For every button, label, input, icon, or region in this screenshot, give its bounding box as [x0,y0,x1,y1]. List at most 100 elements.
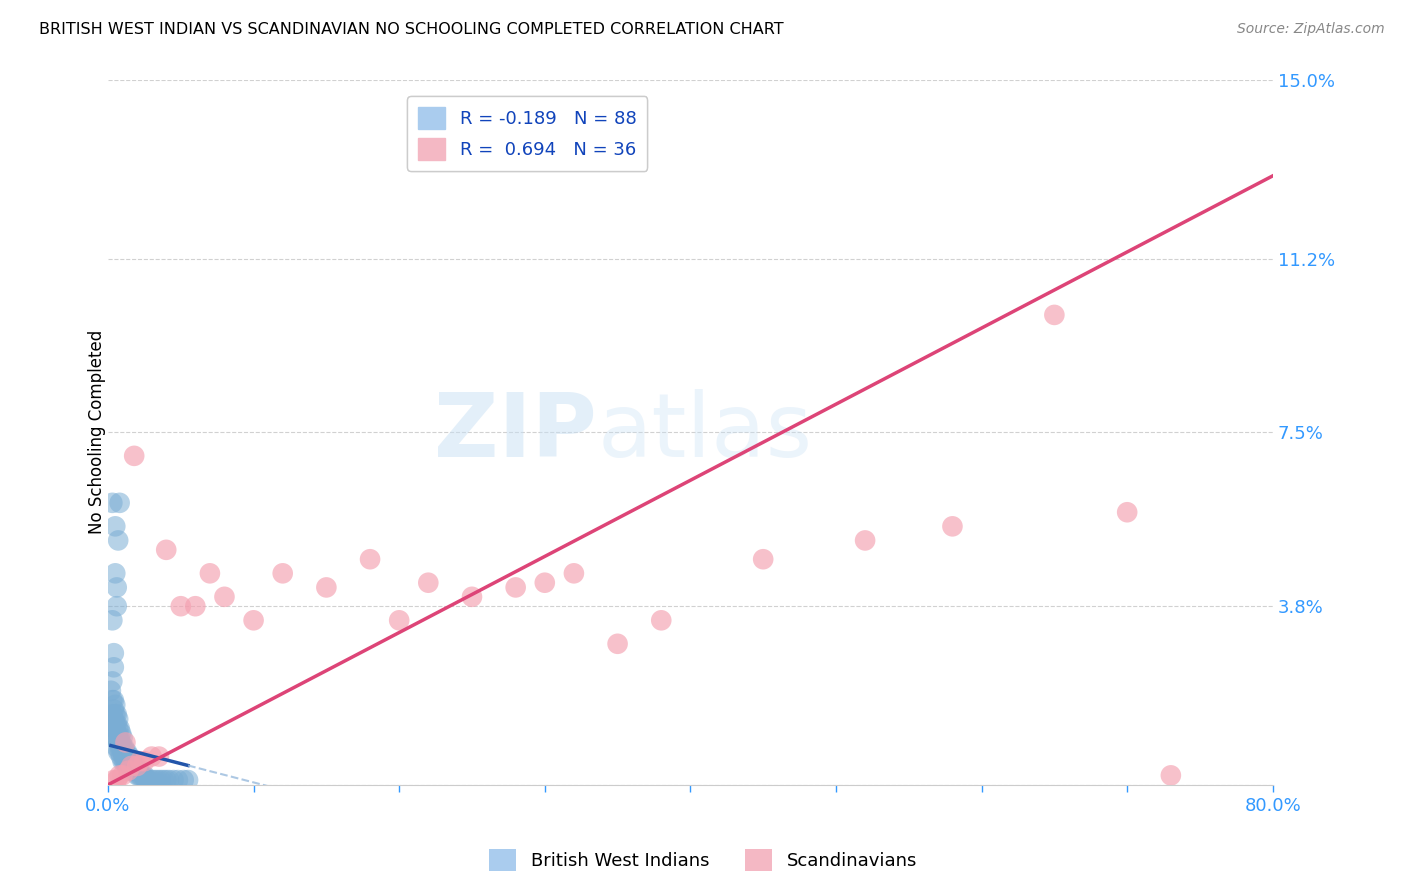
Point [121,764,143,778]
Point [118,749,141,764]
Legend: R = -0.189   N = 88, R =  0.694   N = 36: R = -0.189 N = 88, R = 0.694 N = 36 [408,96,647,170]
Point [108,768,131,782]
Point [418,575,440,590]
Point [107,745,129,759]
Point [100,683,122,698]
Point [105,581,128,595]
Text: Source: ZipAtlas.com: Source: ZipAtlas.com [1237,22,1385,37]
Text: BRITISH WEST INDIAN VS SCANDINAVIAN NO SCHOOLING COMPLETED CORRELATION CHART: BRITISH WEST INDIAN VS SCANDINAVIAN NO S… [39,22,785,37]
Point [105,740,128,755]
Point [101,496,124,510]
Point [131,768,153,782]
Point [117,764,139,778]
Point [115,754,138,768]
Point [112,749,135,764]
Point [107,533,129,548]
Point [170,599,193,614]
Point [214,590,236,604]
Point [315,581,337,595]
Point [111,754,134,768]
Y-axis label: No Schooling Completed: No Schooling Completed [89,330,105,534]
Legend: British West Indians, Scandinavians: British West Indians, Scandinavians [482,842,924,879]
Point [143,773,166,788]
Point [107,731,129,745]
Point [103,712,125,726]
Point [104,566,127,581]
Point [117,754,139,768]
Point [114,735,136,749]
Point [461,590,484,604]
Point [127,759,149,773]
Point [108,731,131,745]
Point [242,613,264,627]
Point [650,613,672,627]
Point [111,740,134,755]
Point [155,773,177,788]
Point [110,749,132,764]
Point [198,566,221,581]
Point [115,759,138,773]
Point [129,768,152,782]
Point [127,768,149,782]
Point [141,773,163,788]
Point [505,581,527,595]
Point [177,773,200,788]
Point [388,613,411,627]
Point [103,773,125,788]
Point [122,759,145,773]
Point [101,674,124,689]
Point [173,773,195,788]
Point [122,449,145,463]
Point [101,613,124,627]
Point [105,599,128,614]
Point [103,722,125,736]
Point [562,566,585,581]
Point [103,646,125,660]
Point [114,754,136,768]
Point [1116,505,1139,519]
Point [112,740,135,755]
Point [107,735,129,749]
Point [105,773,128,788]
Point [117,759,139,773]
Point [111,768,134,782]
Point [134,768,156,782]
Point [111,731,134,745]
Point [152,773,174,788]
Point [115,745,138,759]
Point [148,749,170,764]
Point [101,707,124,722]
Point [128,764,150,778]
Point [134,754,156,768]
Point [104,707,127,722]
Point [108,745,131,759]
Point [103,702,125,716]
Point [108,740,131,755]
Point [149,773,172,788]
Point [101,693,124,707]
Point [155,542,177,557]
Point [138,773,160,788]
Point [141,749,163,764]
Point [105,716,128,731]
Point [110,735,132,749]
Point [359,552,381,566]
Point [1043,308,1066,322]
Point [105,726,128,740]
Point [110,726,132,740]
Point [167,773,190,788]
Point [533,575,555,590]
Point [118,754,141,768]
Point [122,764,145,778]
Point [104,731,127,745]
Point [157,773,180,788]
Point [271,566,294,581]
Point [107,722,129,736]
Point [105,731,128,745]
Point [1160,768,1182,782]
Point [105,707,128,722]
Point [129,754,152,768]
Point [111,745,134,759]
Point [128,768,150,782]
Point [108,496,131,510]
